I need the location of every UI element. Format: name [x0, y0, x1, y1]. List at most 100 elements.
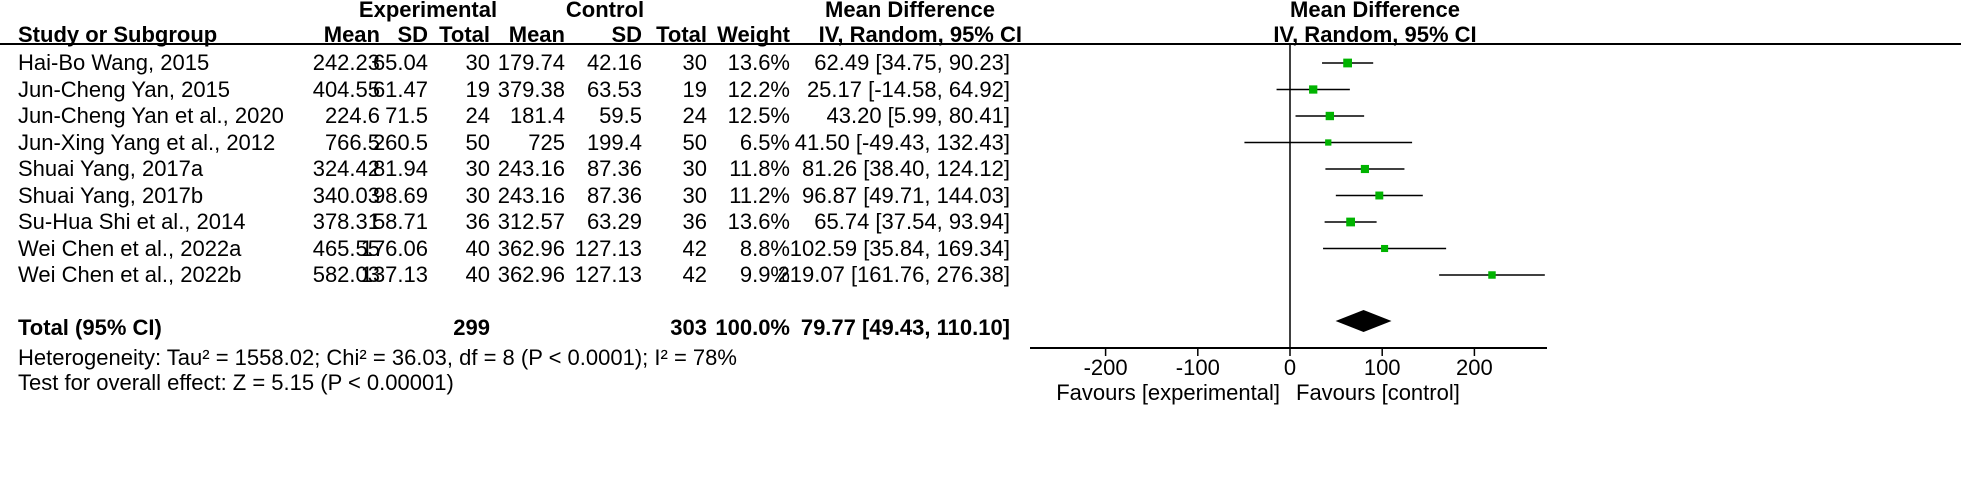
exp-mean: 404.55 — [312, 76, 380, 102]
ctrl-total: 42 — [682, 235, 707, 261]
study-point-marker — [1381, 244, 1389, 253]
exp-mean: 582.03 — [312, 262, 380, 287]
exp-sd: 65.04 — [372, 50, 428, 75]
weight: 13.6% — [727, 50, 790, 75]
ctrl-mean: 243.16 — [497, 182, 565, 208]
tick-label: -100 — [1175, 355, 1220, 380]
exp-sd: 71.5 — [385, 103, 428, 128]
exp-total: 40 — [465, 235, 490, 261]
ctrl-sd: 59.5 — [599, 103, 642, 128]
exp-mean: 766.5 — [324, 129, 380, 155]
exp-total: 30 — [465, 156, 490, 181]
tick-label: 100 — [1363, 355, 1401, 380]
study-name: Jun-Xing Yang et al., 2012 — [18, 129, 276, 155]
study-name: Hai-Bo Wang, 2015 — [18, 50, 210, 75]
exp-sd: 61.47 — [372, 76, 428, 102]
exp-sd: 176.06 — [360, 235, 428, 261]
total-ci: 79.77 [49.43, 110.10] — [800, 315, 1010, 340]
ctrl-mean: 181.4 — [509, 103, 565, 128]
ctrl-mean: 243.16 — [497, 156, 565, 181]
exp-total: 36 — [465, 209, 490, 234]
tick-label: -200 — [1083, 355, 1128, 380]
weight: 12.5% — [727, 103, 790, 128]
pooled-effect-diamond — [1335, 310, 1392, 332]
ctrl-sd: 63.53 — [586, 76, 642, 102]
heterogeneity-text: Heterogeneity: Tau² = 1558.02; Chi² = 36… — [18, 345, 737, 370]
study-point-marker — [1325, 111, 1335, 121]
md-column-title: Mean Difference — [825, 0, 995, 22]
md-ci: 219.07 [161.76, 276.38] — [777, 262, 1010, 287]
ctrl-total: 19 — [682, 76, 707, 102]
ctrl-total: 30 — [682, 182, 707, 208]
exp-mean: 242.23 — [312, 50, 380, 75]
ctrl-total: 30 — [682, 156, 707, 181]
exp-sd: 81.94 — [372, 156, 428, 181]
study-point-marker — [1343, 58, 1352, 68]
ctrl-total: 24 — [682, 103, 707, 128]
total-weight: 100.0% — [715, 315, 790, 340]
ctrl-sd: 63.29 — [586, 209, 642, 234]
exp-mean: 465.55 — [312, 235, 380, 261]
study-point-marker — [1488, 271, 1496, 279]
ctrl-total: 50 — [682, 129, 707, 155]
tick-label: 0 — [1283, 355, 1297, 380]
ctrl-mean: 725 — [528, 129, 565, 155]
exp-total: 40 — [465, 262, 490, 287]
weight-header: Weight — [717, 22, 790, 47]
exp-total: 19 — [465, 76, 490, 102]
exp-sd: 98.69 — [372, 182, 428, 208]
exp-sd: 137.13 — [360, 262, 428, 287]
exp-total: 30 — [465, 182, 490, 208]
ctrl-total: 30 — [682, 50, 707, 75]
study-point-marker — [1360, 164, 1369, 174]
ctrl-sd-header: SD — [611, 22, 642, 47]
study-name: Wei Chen et al., 2022a — [18, 235, 242, 261]
md-ci: 41.50 [-49.43, 132.43] — [794, 129, 1010, 155]
total-ctrl-n: 303 — [670, 315, 707, 340]
md-ci: 62.49 [34.75, 90.23] — [814, 50, 1010, 75]
study-name: Jun-Cheng Yan, 2015 — [18, 76, 231, 102]
ctrl-mean: 179.74 — [497, 50, 565, 75]
exp-mean: 378.31 — [312, 209, 380, 234]
study-name: Shuai Yang, 2017b — [18, 182, 204, 208]
exp-total: 30 — [465, 50, 490, 75]
plot-title: Mean Difference — [1290, 0, 1460, 22]
ctrl-mean: 362.96 — [497, 262, 565, 287]
ctrl-mean-header: Mean — [508, 22, 565, 47]
exp-sd: 58.71 — [372, 209, 428, 234]
exp-mean-header: Mean — [323, 22, 380, 47]
study-name: Jun-Cheng Yan et al., 2020 — [18, 103, 284, 128]
total-exp-n: 299 — [453, 315, 490, 340]
weight: 6.5% — [739, 129, 790, 155]
md-ci: 96.87 [49.71, 144.03] — [802, 182, 1010, 208]
ctrl-sd: 87.36 — [586, 156, 642, 181]
study-point-marker — [1309, 85, 1318, 94]
md-ci: 25.17 [-14.58, 64.92] — [806, 76, 1010, 102]
md-ci: 102.59 [35.84, 169.34] — [789, 235, 1010, 261]
ctrl-mean: 362.96 — [497, 235, 565, 261]
exp-total: 50 — [465, 129, 490, 155]
experimental-group-header: Experimental — [358, 0, 498, 22]
total-label: Total (95% CI) — [18, 315, 162, 340]
ctrl-total: 42 — [682, 262, 707, 287]
ctrl-sd: 127.13 — [574, 262, 642, 287]
weight: 13.6% — [727, 209, 790, 234]
md-ci: 65.74 [37.54, 93.94] — [814, 209, 1010, 234]
exp-mean: 324.42 — [312, 156, 380, 181]
favours-control-label: Favours [control] — [1296, 380, 1460, 405]
md-method-header: IV, Random, 95% CI — [818, 22, 1022, 47]
md-ci: 43.20 [5.99, 80.41] — [826, 103, 1011, 128]
plot-method-header: IV, Random, 95% CI — [1273, 22, 1477, 47]
study-name: Wei Chen et al., 2022b — [18, 262, 242, 287]
study-point-marker — [1325, 139, 1332, 146]
exp-total: 24 — [465, 103, 490, 128]
control-group-header: Control — [565, 0, 645, 22]
exp-sd-header: SD — [397, 22, 428, 47]
study-column-header: Study or Subgroup — [18, 22, 218, 47]
ctrl-mean: 379.38 — [497, 76, 565, 102]
ctrl-sd: 42.16 — [586, 50, 642, 75]
favours-experimental-label: Favours [experimental] — [1056, 380, 1280, 405]
ctrl-sd: 127.13 — [574, 235, 642, 261]
ctrl-sd: 199.4 — [586, 129, 642, 155]
weight: 8.8% — [739, 235, 790, 261]
